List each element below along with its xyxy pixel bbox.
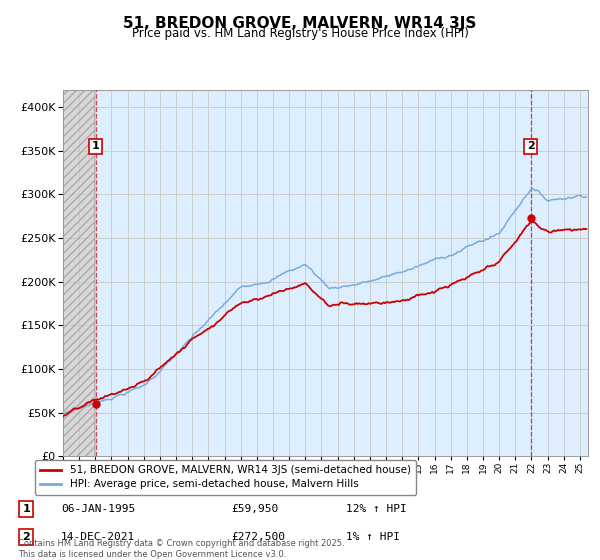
Text: £272,500: £272,500 xyxy=(231,531,285,542)
Text: 1: 1 xyxy=(92,141,100,151)
Text: 1% ↑ HPI: 1% ↑ HPI xyxy=(346,531,400,542)
Text: 12% ↑ HPI: 12% ↑ HPI xyxy=(346,504,407,514)
Text: 1: 1 xyxy=(23,504,30,514)
Text: 51, BREDON GROVE, MALVERN, WR14 3JS: 51, BREDON GROVE, MALVERN, WR14 3JS xyxy=(124,16,476,31)
Text: Contains HM Land Registry data © Crown copyright and database right 2025.
This d: Contains HM Land Registry data © Crown c… xyxy=(18,539,344,559)
Text: 2: 2 xyxy=(23,531,30,542)
Legend: 51, BREDON GROVE, MALVERN, WR14 3JS (semi-detached house), HPI: Average price, s: 51, BREDON GROVE, MALVERN, WR14 3JS (sem… xyxy=(35,460,416,494)
Text: £59,950: £59,950 xyxy=(231,504,278,514)
Text: 14-DEC-2021: 14-DEC-2021 xyxy=(61,531,135,542)
Text: Price paid vs. HM Land Registry's House Price Index (HPI): Price paid vs. HM Land Registry's House … xyxy=(131,27,469,40)
Text: 2: 2 xyxy=(527,141,535,151)
Text: 06-JAN-1995: 06-JAN-1995 xyxy=(61,504,135,514)
